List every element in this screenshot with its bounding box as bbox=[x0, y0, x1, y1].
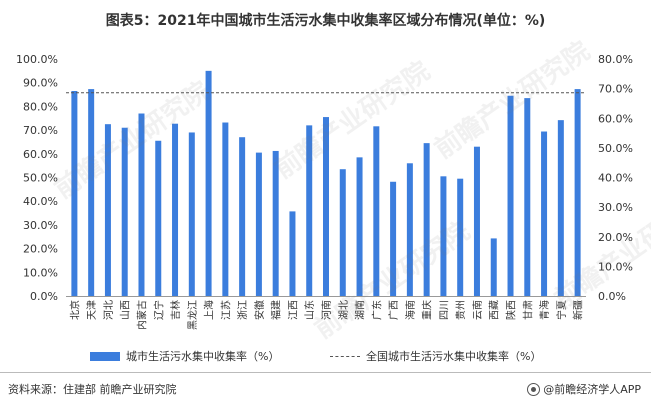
bar bbox=[138, 113, 145, 296]
y-tick-label: 90.0% bbox=[23, 77, 58, 90]
x-tick-label: 山东 bbox=[303, 300, 316, 320]
y-tick-label: 40.0% bbox=[23, 195, 58, 208]
x-tick-label: 新疆 bbox=[572, 300, 585, 320]
bar bbox=[473, 146, 480, 296]
legend-bar-swatch bbox=[90, 351, 120, 361]
bar bbox=[423, 143, 430, 296]
x-tick-label: 河南 bbox=[320, 300, 333, 320]
bar bbox=[205, 70, 212, 296]
x-tick-label: 河北 bbox=[103, 300, 115, 320]
x-tick-label: 四川 bbox=[439, 300, 450, 320]
bar bbox=[390, 181, 397, 296]
x-tick-label: 西藏 bbox=[489, 300, 501, 320]
x-tick-label: 黑龙江 bbox=[186, 300, 199, 330]
bar bbox=[188, 132, 195, 296]
x-tick-label: 甘肃 bbox=[521, 300, 534, 320]
legend-line: 全国城市生活污水集中收集率（%） bbox=[330, 348, 541, 364]
x-tick-label: 青海 bbox=[538, 300, 551, 320]
bar bbox=[289, 211, 296, 296]
x-tick-label: 安徽 bbox=[253, 300, 266, 320]
footer-divider bbox=[0, 372, 651, 373]
x-tick-label: 湖南 bbox=[354, 300, 367, 320]
bar bbox=[557, 120, 564, 297]
bar-chart: 0.0% 10.0% 20.0% 30.0% 40.0% 50.0% 60.0% 70.0% 8… bbox=[16, 53, 633, 330]
bar bbox=[121, 127, 128, 296]
source-note: 资料来源：住建部 前瞻产业研究院 bbox=[8, 383, 177, 396]
bar bbox=[356, 157, 363, 296]
y2-tick-label: 0.0% bbox=[598, 290, 626, 303]
y2-tick-label: 60.0% bbox=[598, 112, 633, 125]
y-tick-label: 30.0% bbox=[23, 219, 58, 232]
bar bbox=[323, 117, 329, 296]
bar bbox=[440, 176, 447, 296]
y2-tick-label: 70.0% bbox=[598, 83, 633, 96]
bar bbox=[490, 238, 497, 296]
y2-tick-label: 40.0% bbox=[598, 172, 633, 185]
legend-bar-label: 城市生活污水集中收集率（%） bbox=[126, 350, 280, 363]
x-tick-label: 贵州 bbox=[454, 300, 467, 320]
brand-logo-icon bbox=[527, 382, 541, 396]
bar bbox=[339, 169, 346, 296]
bar bbox=[574, 89, 581, 296]
y2-tick-label: 10.0% bbox=[598, 260, 633, 273]
legend-line-swatch bbox=[330, 355, 360, 357]
x-tick-label: 福建 bbox=[270, 300, 283, 320]
x-tick-label: 广西 bbox=[388, 300, 400, 320]
bar bbox=[255, 152, 262, 296]
y-tick-label: 100.0% bbox=[16, 53, 58, 66]
x-tick-label: 江西 bbox=[287, 300, 299, 320]
x-tick-label: 陕西 bbox=[505, 300, 518, 320]
bar bbox=[155, 140, 162, 296]
bar bbox=[71, 90, 78, 297]
brand-credit: @前瞻经济学人APP bbox=[527, 381, 641, 397]
bar bbox=[373, 126, 380, 296]
y-tick-label: 60.0% bbox=[23, 148, 58, 161]
y-tick-label: 50.0% bbox=[23, 172, 58, 185]
bar bbox=[524, 98, 531, 296]
bar bbox=[541, 131, 548, 296]
x-tick-label: 吉林 bbox=[169, 300, 182, 320]
y-tick-label: 70.0% bbox=[23, 124, 58, 137]
bar bbox=[239, 137, 246, 296]
x-tick-label: 江苏 bbox=[219, 300, 232, 320]
x-tick-label: 山西 bbox=[120, 300, 132, 320]
x-tick-label: 湖北 bbox=[338, 300, 350, 320]
bar bbox=[104, 124, 111, 296]
x-tick-label: 上海 bbox=[203, 300, 216, 320]
bar bbox=[306, 125, 313, 296]
y2-tick-label: 80.0% bbox=[598, 53, 633, 66]
x-tick-label: 内蒙古 bbox=[135, 300, 148, 330]
y-tick-label: 80.0% bbox=[23, 100, 58, 113]
legend-bar: 城市生活污水集中收集率（%） bbox=[90, 348, 279, 364]
bar bbox=[507, 95, 514, 296]
x-tick-label: 天津 bbox=[86, 300, 98, 320]
bar bbox=[457, 178, 464, 296]
bar bbox=[272, 150, 279, 296]
bar bbox=[88, 89, 95, 296]
x-tick-label: 北京 bbox=[68, 300, 81, 320]
x-tick-label: 辽宁 bbox=[152, 300, 165, 320]
legend-line-label: 全国城市生活污水集中收集率（%） bbox=[366, 350, 542, 363]
y2-tick-label: 50.0% bbox=[598, 142, 633, 155]
bar bbox=[222, 122, 229, 297]
chart-title: 图表5：2021年中国城市生活污水集中收集率区域分布情况(单位：%) bbox=[105, 13, 546, 29]
x-tick-label: 重庆 bbox=[421, 300, 434, 320]
brand-label: @前瞻经济学人APP bbox=[543, 383, 641, 396]
y2-tick-label: 20.0% bbox=[598, 231, 633, 244]
x-tick-label: 浙江 bbox=[237, 300, 249, 320]
x-tick-label: 广东 bbox=[370, 300, 383, 320]
bar bbox=[172, 123, 179, 297]
x-tick-label: 云南 bbox=[471, 300, 484, 320]
y2-tick-label: 30.0% bbox=[598, 201, 633, 214]
y-tick-label: 20.0% bbox=[23, 243, 58, 256]
y-tick-label: 10.0% bbox=[23, 266, 58, 279]
x-tick-label: 海南 bbox=[404, 300, 417, 320]
y-tick-label: 0.0% bbox=[30, 290, 58, 303]
x-tick-label: 宁夏 bbox=[555, 300, 568, 320]
bar bbox=[406, 163, 413, 296]
